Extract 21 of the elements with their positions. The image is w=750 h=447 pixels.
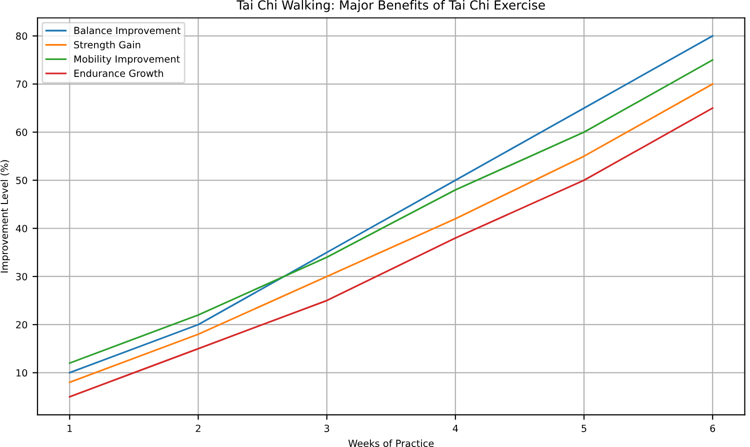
x-tick-label: 6 <box>710 424 716 432</box>
chart-title: Tai Chi Walking: Major Benefits of Tai Chi Exercise <box>236 0 545 12</box>
y-tick-label: 10 <box>16 369 28 377</box>
x-tick-label: 5 <box>582 424 586 432</box>
y-tick-label: 20 <box>16 321 28 328</box>
y-tick-label: 80 <box>16 32 28 40</box>
y-tick-label: 40 <box>16 224 28 232</box>
legend-label: Endurance Growth <box>74 69 164 77</box>
x-tick-label: 1 <box>68 424 72 432</box>
x-axis-title: Weeks of Practice <box>348 440 434 447</box>
x-tick-label: 2 <box>196 424 200 432</box>
legend-label: Mobility Improvement <box>74 55 180 65</box>
legend-label: Balance Improvement <box>74 26 180 36</box>
y-axis-title: Improvement Level (%) <box>0 160 10 272</box>
x-tick-label: 3 <box>324 424 330 432</box>
y-tick-label: 70 <box>16 80 28 88</box>
y-tick-label: 50 <box>16 176 28 184</box>
legend-label: Strength Gain <box>74 40 140 50</box>
y-tick-label: 60 <box>16 128 28 136</box>
x-tick-label: 4 <box>452 424 458 432</box>
y-tick-label: 30 <box>16 272 28 280</box>
